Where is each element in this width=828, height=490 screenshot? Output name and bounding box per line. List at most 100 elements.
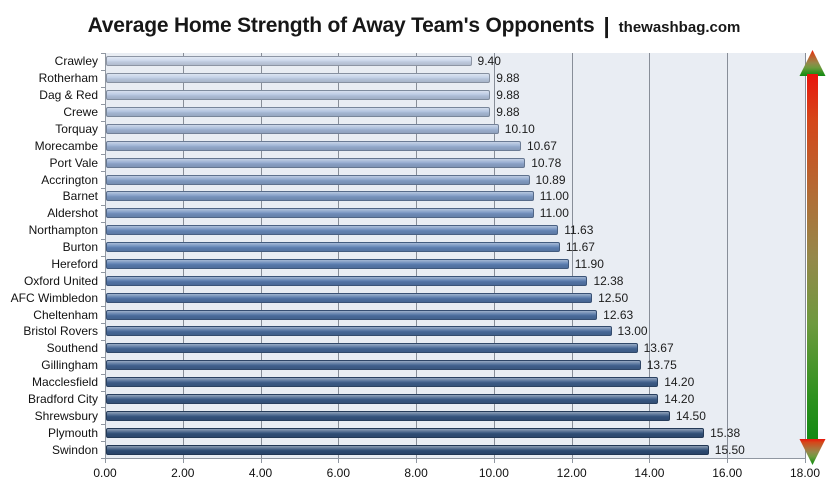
x-axis-tick [105,459,106,463]
category-label: AFC Wimbledon [10,290,98,305]
bar [106,326,612,337]
y-axis-tick [101,339,105,341]
category-label: Crewe [63,105,98,120]
x-axis-tick [727,459,729,463]
x-tick-label: 18.00 [789,466,821,480]
bar-value-label: 15.38 [710,425,741,440]
bar [106,410,670,421]
bar-value-label: 11.00 [539,189,569,204]
x-axis-tick [649,459,651,463]
y-axis-tick [101,204,105,206]
bar [106,444,709,455]
bar [106,56,472,67]
bar [106,140,521,151]
category-label: Bristol Rovers [23,324,98,339]
bar [106,191,534,202]
bar-value-label: 12.63 [603,307,634,322]
y-axis-tick [101,255,105,257]
x-axis-tick [260,459,262,463]
bar [106,174,530,185]
bar-value-label: 13.00 [617,324,648,339]
y-axis-tick [101,221,105,223]
bar-value-label: 9.88 [496,105,520,120]
gridline [727,53,729,458]
y-axis-tick [101,390,105,392]
y-axis-tick [101,323,105,324]
category-label: Barnet [62,189,98,204]
category-label: Aldershot [47,206,98,221]
x-tick-label: 0.00 [93,466,117,480]
bar [106,377,659,388]
y-axis-tick [101,154,105,156]
gridline [182,53,184,458]
x-axis-tick [416,459,418,463]
gridline [571,53,573,458]
x-axis-tick [182,459,184,463]
y-axis-tick [101,458,105,459]
category-label: Torquay [55,121,98,136]
x-tick-label: 14.00 [634,466,665,480]
bar-value-label: 11.63 [564,223,594,238]
y-axis-tick [101,86,105,88]
y-axis-tick [101,69,105,71]
x-tick-label: 2.00 [171,466,195,480]
y-axis-tick [101,238,105,240]
category-label: Swindon [51,442,98,457]
chart-title-text: Average Home Strength of Away Team's Opp… [87,14,595,37]
category-label: Crawley [54,54,98,69]
y-axis-tick [101,441,105,443]
y-axis-tick [101,373,105,375]
y-axis-tick [101,137,105,139]
bar-value-label: 13.75 [646,358,677,373]
category-label: Oxford United [23,273,98,288]
y-axis-tick [101,103,105,105]
gridline [493,53,495,458]
bar [106,427,705,438]
category-label: Bradford City [27,391,98,406]
category-label: Southend [46,341,98,356]
title-separator: | [603,13,610,38]
x-axis-tick [805,459,806,463]
x-axis-tick [571,459,573,463]
site-name: thewashbag.com [618,18,741,36]
category-label: Shrewsbury [34,408,98,423]
gradient-arrow-svg [799,50,826,465]
gridline [338,53,340,458]
bar-value-label: 11.00 [539,206,569,221]
category-label: Hereford [51,256,98,271]
bar [106,343,638,354]
bar-value-label: 11.90 [574,256,604,271]
y-axis-tick [101,171,105,173]
x-axis-tick [338,459,340,463]
bar [106,275,588,286]
gridline [649,53,651,458]
category-label: Port Vale [49,155,98,170]
bar-value-label: 9.40 [477,54,501,69]
bar [106,90,491,101]
bar [106,292,593,303]
bar [106,123,499,134]
y-axis-tick [101,407,105,409]
bar-value-label: 13.67 [643,341,674,356]
x-tick-label: 4.00 [248,466,273,480]
bar-value-label: 14.50 [675,408,706,423]
y-axis-tick [101,424,105,426]
bar [106,107,491,118]
category-label: Burton [62,240,98,255]
bar [106,242,560,253]
category-label: Cheltenham [33,307,98,322]
category-label: Morecambe [34,138,98,153]
category-label: Rotherham [38,71,98,86]
y-axis-tick [101,306,105,308]
bar-value-label: 10.78 [531,155,562,170]
y-axis-tick [101,120,105,122]
x-axis-tick [493,459,495,463]
y-axis-tick [101,356,105,358]
bar [106,73,491,84]
y-axis-tick [101,53,105,54]
x-tick-label: 16.00 [712,466,743,480]
category-label: Plymouth [47,425,98,440]
bar [106,258,569,269]
bar [106,393,659,404]
